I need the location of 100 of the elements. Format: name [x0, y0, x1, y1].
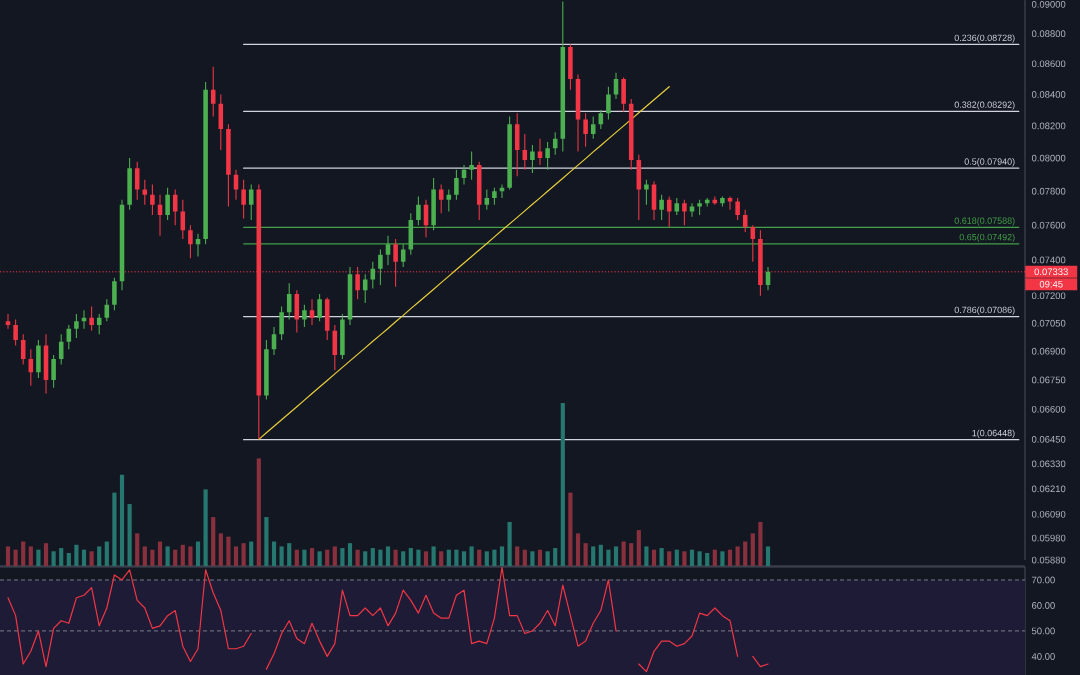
ref-line-label: 0.07333 — [1034, 268, 1068, 276]
bar — [36, 549, 41, 566]
bar — [743, 541, 748, 566]
candlestick — [750, 225, 756, 262]
candlestick — [127, 158, 132, 210]
candlestick — [226, 124, 231, 207]
y-tick-label: 0.08400 — [1031, 91, 1066, 98]
bar — [598, 544, 603, 566]
bar — [271, 541, 277, 566]
series-label: 0.5(0.07940) — [964, 158, 1015, 167]
bar — [157, 541, 163, 566]
candlestick — [294, 290, 300, 333]
candlestick — [727, 196, 733, 210]
candlestick — [514, 113, 520, 177]
bar — [74, 544, 79, 566]
candlestick — [165, 187, 170, 221]
candlestick — [264, 339, 269, 400]
bar — [256, 458, 261, 566]
y-tick-label: 0.07600 — [1031, 221, 1066, 229]
bar — [81, 549, 87, 566]
candlestick — [241, 179, 246, 219]
bar — [727, 549, 733, 566]
bar — [401, 551, 406, 566]
y-tick-label: 0.08600 — [1031, 60, 1066, 68]
bar — [568, 492, 573, 566]
bar — [294, 549, 299, 566]
bar — [644, 546, 649, 566]
candlestick — [613, 72, 619, 100]
bar — [431, 546, 436, 566]
candlestick — [492, 187, 497, 205]
candlestick — [134, 161, 140, 200]
bar — [469, 546, 474, 566]
candlestick — [188, 225, 193, 259]
bar — [104, 541, 109, 566]
bar — [43, 543, 49, 566]
bar — [66, 552, 71, 566]
bar — [28, 546, 33, 566]
candlestick — [575, 74, 581, 152]
bar — [446, 549, 451, 566]
bar — [553, 548, 558, 566]
bar — [363, 551, 368, 566]
bar — [249, 541, 254, 566]
y-tick-label: 0.06450 — [1031, 436, 1066, 443]
candlestick — [172, 189, 178, 226]
text: 09:45 — [1039, 280, 1063, 288]
candlestick — [279, 306, 284, 340]
bar — [195, 541, 201, 566]
series-label: 0.65(0.07492) — [959, 233, 1015, 243]
candlestick — [309, 299, 315, 326]
candlestick — [735, 198, 740, 221]
candlestick — [271, 326, 277, 356]
candlestick — [195, 233, 201, 257]
candlestick — [537, 138, 543, 165]
bar — [735, 546, 740, 566]
y-tick-label: 0.07200 — [1031, 292, 1066, 300]
candlestick — [431, 178, 436, 231]
bar — [279, 546, 284, 566]
bar — [492, 549, 497, 566]
bar — [385, 546, 391, 566]
bar — [218, 533, 223, 566]
bar — [537, 549, 543, 566]
candlestick — [378, 249, 383, 285]
bar — [750, 533, 755, 566]
candlestick — [157, 194, 163, 236]
bar — [705, 552, 710, 566]
bar — [112, 492, 117, 566]
candlestick — [43, 334, 49, 394]
bar — [606, 549, 611, 566]
bar — [667, 551, 672, 566]
bar — [522, 549, 527, 566]
series-label: 0.618(0.07588) — [954, 217, 1015, 226]
candlestick — [89, 306, 94, 331]
y-tick-label: 60.00 — [1032, 602, 1055, 609]
candlestick — [74, 314, 79, 339]
bar — [477, 549, 482, 566]
bar — [408, 548, 413, 566]
candlestick — [682, 199, 687, 226]
bar — [135, 533, 140, 566]
candlestick — [13, 319, 18, 346]
bar — [309, 548, 315, 566]
bar — [89, 551, 94, 566]
series-label: 1(0.06448) — [972, 429, 1015, 438]
bar — [51, 551, 56, 566]
candlestick — [423, 199, 429, 238]
series-label: 0.382(0.08292) — [954, 101, 1015, 110]
bar — [720, 551, 725, 566]
bar — [203, 489, 208, 566]
candlestick — [689, 203, 695, 217]
bar — [142, 546, 147, 566]
bar — [332, 546, 337, 566]
candlestick — [81, 310, 87, 329]
bar — [188, 546, 193, 566]
bar — [689, 549, 695, 566]
candlestick — [674, 198, 680, 215]
candlestick — [644, 179, 649, 205]
candlestick — [720, 196, 725, 207]
candlestick — [666, 196, 672, 227]
candlestick — [347, 266, 353, 326]
candlestick — [651, 181, 657, 221]
bar — [621, 541, 626, 566]
